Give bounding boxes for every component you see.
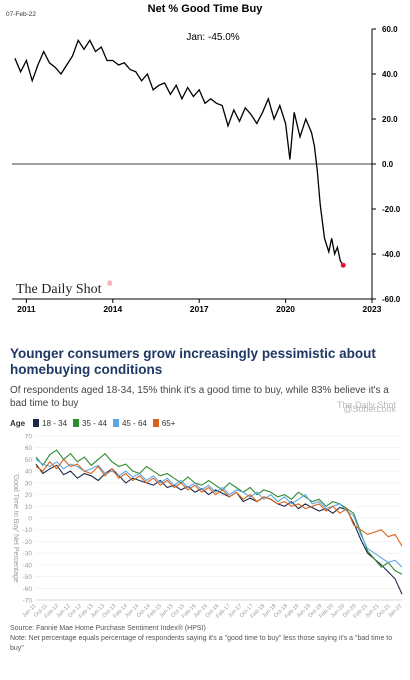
legend-text-45-64: 45 - 64: [121, 418, 147, 428]
chart1-plot-area: [12, 38, 372, 268]
chart2-y-tick-label: 70: [25, 434, 33, 441]
legend-text-65-plus: 65+: [161, 418, 176, 428]
legend-label: Age: [10, 418, 26, 428]
chart2-plot-area: [35, 449, 403, 595]
watermark-daily-shot: The Daily Shot: [336, 400, 396, 410]
chart1-y-tick-label: 60.0: [382, 25, 398, 34]
chart1-y-tick-label: -20.0: [382, 205, 401, 214]
chart2-source: Source: Fannie Mae Home Purchase Sentime…: [10, 625, 206, 632]
legend-text-18-34: 18 - 34: [42, 418, 68, 428]
legend-item-35-44: 35 - 44: [73, 419, 107, 428]
chart1-date: 07-Feb-22: [6, 11, 36, 18]
legend-text-35-44: 35 - 44: [82, 418, 107, 428]
chart2-y-tick-label: 0: [28, 516, 32, 523]
chart1-x-tick-label: 2011: [17, 304, 36, 314]
chart2-y-tick-label: 50: [25, 457, 33, 464]
chart1-brand-mark: ®: [107, 280, 113, 288]
chart2-y-tick-label: 30: [25, 480, 33, 487]
legend-item-65-plus: 65+: [152, 418, 176, 428]
chart1-title: Net % Good Time Buy: [148, 3, 264, 15]
chart2-series-line-3: [35, 458, 403, 547]
chart1-svg: 07-Feb-22 Net % Good Time Buy Jan: -45.0…: [6, 3, 401, 314]
chart2-y-tick-label: -30: [23, 551, 33, 558]
chart2-ylabel: 'Good Time to Buy' Net Percentage: [12, 473, 19, 582]
chart2-series-line-2: [35, 458, 403, 568]
chart1-y-tick-label: 0.0: [382, 160, 394, 169]
chart1-last-point: [340, 262, 346, 268]
chart1-x-tick-label: 2023: [363, 304, 382, 314]
panel-separator: [0, 320, 410, 340]
chart1-series-line: [14, 38, 344, 266]
legend-item-45-64: 45 - 64: [112, 418, 147, 428]
chart2-y-tick-label: -50: [23, 574, 33, 581]
chart2-y-tick-label: 40: [25, 469, 33, 476]
chart2-note: Note: Net percentage equals percentage o…: [10, 635, 393, 652]
chart1-y-tick-label: 40.0: [382, 70, 398, 79]
chart1-y-tick-label: 20.0: [382, 115, 398, 124]
chart2-series-line-0: [35, 463, 403, 595]
chart2-y-tick-label: -10: [23, 527, 33, 534]
chart-panel-net-good-time-buy: 07-Feb-22 Net % Good Time Buy Jan: -45.0…: [0, 0, 410, 320]
chart2-y-tick-label: -70: [23, 598, 33, 605]
chart2-y-tick-label: 10: [25, 504, 33, 511]
chart2-y-tick-label: 20: [25, 492, 33, 499]
chart2-y-tick-label: -20: [23, 539, 33, 546]
chart2-y-tick-label: -40: [23, 562, 33, 569]
chart2-subtitle: Of respondents aged 18-34, 15% think it'…: [10, 385, 389, 409]
chart1-y-tick-label: -40.0: [382, 250, 401, 259]
chart2-footnote: Source: Fannie Mae Home Purchase Sentime…: [10, 624, 405, 654]
chart-panel-age-sentiment: Younger consumers grow increasingly pess…: [0, 340, 410, 680]
chart1-axes: 60.0 40.0 20.0 0.0 -20.0 -40.0 -60.0 2011 2014 20…: [12, 25, 401, 314]
chart2-y-tick-label: -60: [23, 586, 33, 593]
legend-item-18-34: 18 - 34: [33, 419, 67, 428]
chart1-y-tick-label: -60.0: [382, 295, 401, 304]
chart2-title: Younger consumers grow increasingly pess…: [10, 346, 376, 377]
chart1-x-tick-label: 2017: [190, 304, 209, 314]
chart2-legend: Age 18 - 34 35 - 44 45 - 64 65+: [10, 416, 181, 430]
chart1-brand: The Daily Shot: [16, 282, 102, 297]
chart2-y-tick-label: 60: [25, 445, 33, 452]
chart1-x-tick-label: 2020: [276, 304, 295, 314]
chart1-annotation: Jan: -45.0%: [186, 32, 239, 43]
chart1-x-tick-label: 2014: [103, 304, 122, 314]
watermark-soberlook: @SoberLook: [343, 404, 396, 414]
chart2-svg: 'Good Time to Buy' Net Percentage 70 60 50…: [12, 434, 403, 620]
